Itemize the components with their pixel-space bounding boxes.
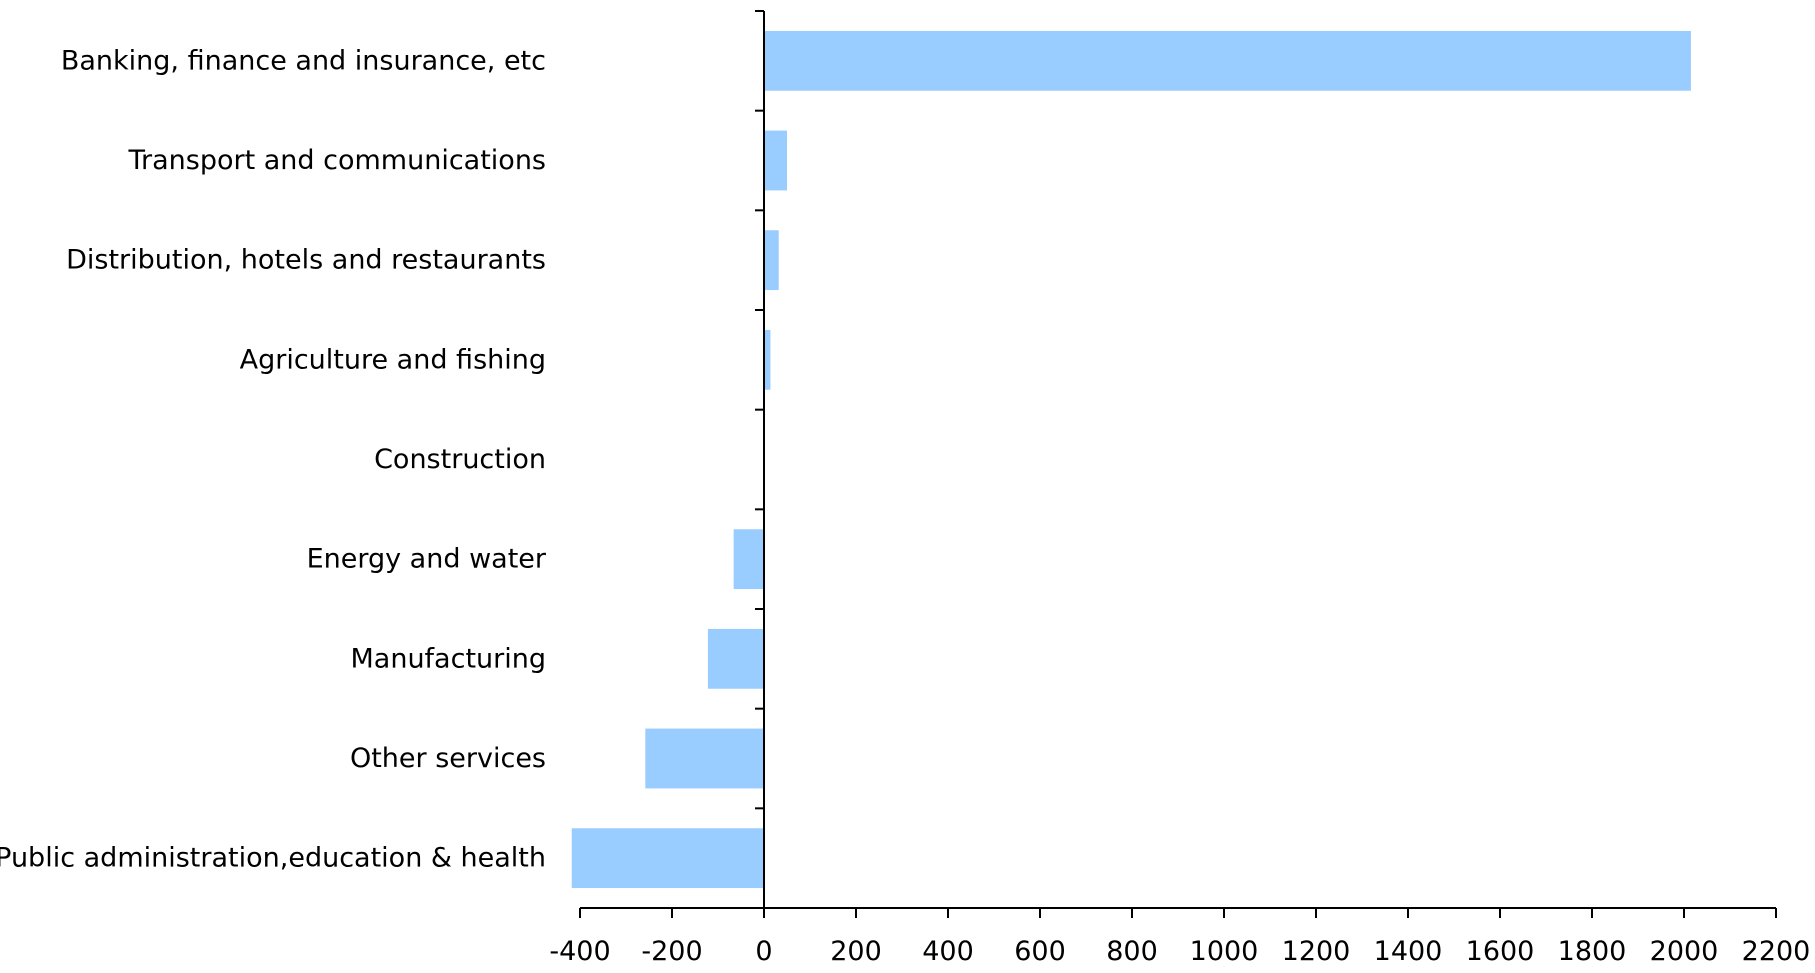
category-label: Construction [374,444,546,475]
x-tick-label: 400 [922,936,974,967]
category-label: Agriculture and fishing [240,344,546,375]
x-tick-label: -400 [549,936,610,967]
labels-layer: Banking, finance and insurance, etc Trans… [0,45,1810,967]
bar [571,828,764,889]
bar [707,628,764,689]
bar [764,230,779,291]
bar [764,30,1691,91]
x-tick-label: 1200 [1282,936,1351,967]
x-tick-label: 1000 [1190,936,1259,967]
bar [733,529,764,590]
x-tick-label: 1600 [1466,936,1535,967]
x-tick-label: 800 [1106,936,1158,967]
category-label: Manufacturing [350,643,546,674]
category-label: Transport and communications [127,145,546,176]
axes-layer [579,10,1777,918]
category-label: Distribution, hotels and restaurants [66,245,546,276]
bars-layer [571,30,1691,889]
bar [645,728,764,789]
category-label: Other services [350,743,546,774]
bar [764,329,771,390]
x-tick-label: 1400 [1374,936,1443,967]
category-label: Public administration,education & health [0,843,546,874]
x-tick-label: 2000 [1650,936,1719,967]
x-tick-label: 600 [1014,936,1066,967]
bar [764,130,787,191]
category-label: Energy and water [307,544,547,575]
x-tick-label: 0 [755,936,772,967]
category-label: Banking, finance and insurance, etc [61,45,546,76]
x-tick-label: 2200 [1742,936,1811,967]
x-tick-label: 200 [830,936,882,967]
x-tick-label: 1800 [1558,936,1627,967]
x-tick-label: -200 [641,936,702,967]
